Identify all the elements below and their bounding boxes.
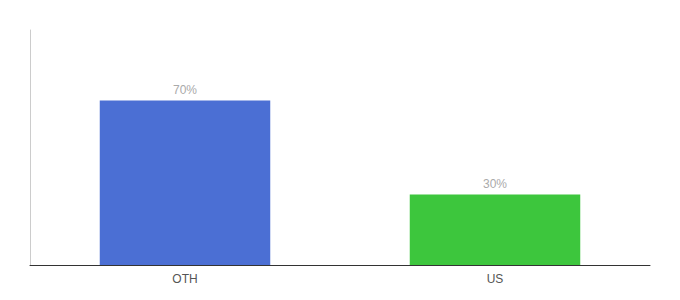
svg-text:70%: 70% — [173, 83, 197, 97]
svg-text:US: US — [487, 272, 504, 286]
svg-text:30%: 30% — [483, 177, 507, 191]
svg-text:OTH: OTH — [172, 272, 197, 286]
